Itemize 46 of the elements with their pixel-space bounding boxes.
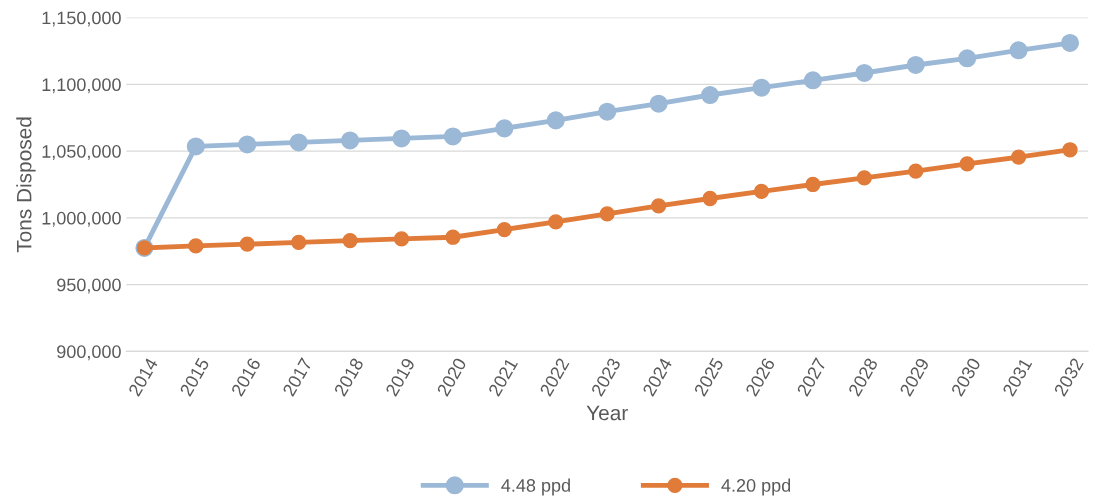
point: [702, 190, 718, 207]
point: [1062, 142, 1078, 158]
point: [1060, 33, 1080, 52]
y-tick-label: 1,150,000: [42, 11, 121, 27]
point: [548, 214, 564, 230]
point: [906, 55, 925, 75]
point: [599, 206, 615, 222]
y-tick-label: 900,000: [57, 345, 121, 361]
point: [342, 232, 358, 249]
point: [752, 78, 771, 97]
point: [649, 94, 668, 113]
point: [598, 102, 617, 121]
point: [855, 63, 874, 83]
point: [186, 137, 205, 156]
point: [496, 221, 512, 238]
y-axis-title: Tons Disposed: [16, 117, 36, 253]
point: [958, 49, 977, 68]
point: [959, 156, 975, 172]
point: [291, 234, 307, 251]
point: [805, 176, 821, 193]
point: [856, 170, 872, 186]
point: [495, 119, 514, 138]
y-tick-label: 950,000: [57, 278, 121, 294]
y-tick-label: 1,050,000: [42, 145, 121, 160]
point: [239, 236, 255, 252]
legend-label: 4.20 ppd: [721, 478, 791, 496]
point: [1009, 41, 1028, 60]
point: [341, 131, 360, 150]
point: [443, 127, 462, 146]
x-axis-title: Year: [586, 405, 628, 421]
y-tick-label: 1,100,000: [42, 78, 121, 94]
point: [393, 231, 410, 247]
point: [188, 238, 204, 254]
point: [289, 133, 308, 152]
point: [908, 163, 924, 179]
point: [650, 198, 667, 214]
point: [392, 129, 411, 148]
legend-label: 4.48 ppd: [501, 478, 570, 496]
point: [1010, 149, 1027, 165]
point: [546, 111, 565, 130]
point: [753, 183, 770, 200]
point: [238, 135, 257, 154]
point: [701, 85, 720, 105]
y-tick-label: 1,000,000: [42, 211, 121, 227]
point: [803, 71, 822, 90]
point: [445, 229, 461, 245]
